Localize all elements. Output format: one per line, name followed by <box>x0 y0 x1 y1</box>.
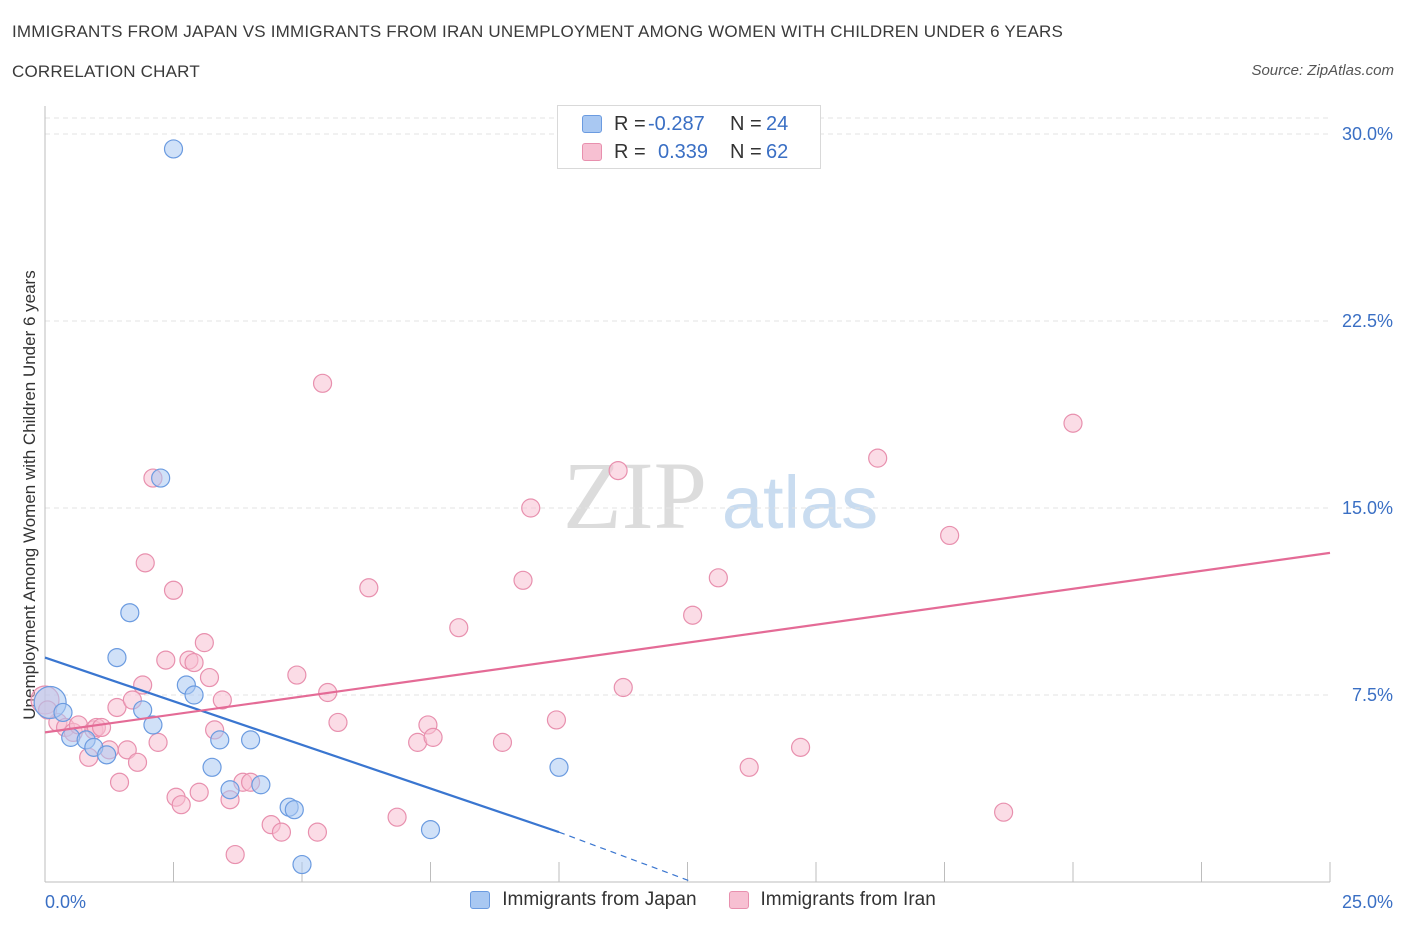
iran-point <box>135 553 155 573</box>
japan-point <box>163 139 184 159</box>
y-tick-label: 15.0% <box>1342 498 1393 518</box>
iran-swatch <box>582 143 602 161</box>
iran-point <box>708 568 728 588</box>
iran-point <box>739 757 759 777</box>
n-value-japan: 24 <box>766 112 789 135</box>
iran-point <box>868 448 888 468</box>
iran-point <box>117 740 137 760</box>
iran-point <box>225 844 245 865</box>
n-label: N = <box>730 140 762 163</box>
japan-point <box>97 745 117 765</box>
iran-point <box>287 665 307 685</box>
japan-swatch <box>582 115 602 133</box>
iran-point <box>423 727 443 747</box>
series-iran <box>30 373 1083 865</box>
series-japan <box>33 139 569 875</box>
iran-point <box>271 822 292 842</box>
iran-point <box>171 795 191 815</box>
japan-point <box>210 730 230 750</box>
japan-point <box>549 757 569 777</box>
iran-point <box>449 618 469 638</box>
iran-point <box>608 461 628 481</box>
iran-point <box>107 697 127 718</box>
stats-legend: R = -0.287 N = 24 R = 0.339 N = 62 <box>557 105 821 169</box>
iran-point <box>194 633 214 653</box>
series-legend: Immigrants from Japan Immigrants from Ir… <box>0 889 1406 911</box>
iran-point <box>199 667 220 688</box>
japan-point <box>184 685 204 705</box>
iran-point <box>328 712 348 733</box>
japan-trendline <box>44 656 560 834</box>
japan-point <box>284 800 304 820</box>
japan-point <box>420 820 441 840</box>
iran-point <box>163 580 184 600</box>
axes <box>44 106 1331 883</box>
iran-point <box>387 807 407 827</box>
iran-point <box>359 578 379 598</box>
iran-point <box>127 752 148 772</box>
japan-trendline-extension <box>558 831 693 883</box>
iran-point <box>189 782 209 802</box>
iran-point <box>91 717 112 738</box>
japan-point <box>107 647 127 668</box>
iran-point <box>521 498 541 518</box>
iran-point <box>790 737 811 757</box>
iran-point <box>212 690 232 710</box>
japan-point <box>143 715 163 735</box>
n-value-iran: 62 <box>766 140 789 163</box>
x-tick-label: 0.0% <box>45 892 86 912</box>
n-label: N = <box>730 112 762 135</box>
iran-point <box>492 732 513 752</box>
r-label: R = <box>614 140 646 163</box>
japan-point <box>151 468 171 488</box>
iran-point <box>312 373 333 393</box>
japan-point <box>120 603 140 623</box>
chart-title: IMMIGRANTS FROM JAPAN VS IMMIGRANTS FROM… <box>12 22 1064 41</box>
x-tick-label: 25.0% <box>1342 892 1393 912</box>
iran-trendline <box>44 551 1331 734</box>
iran-point <box>546 710 567 730</box>
y-tick-label: 30.0% <box>1342 124 1393 144</box>
iran-point <box>683 605 703 625</box>
iran-point <box>513 570 533 590</box>
japan-point <box>220 780 240 800</box>
legend-item-japan[interactable]: Immigrants from Japan <box>470 889 697 911</box>
tick-labels: 7.5% 15.0% 22.5% 30.0% 0.0% 25.0% <box>45 124 1393 912</box>
y-tick-label: 22.5% <box>1342 311 1393 331</box>
r-value-japan: -0.287 <box>648 112 705 135</box>
trendlines <box>44 551 1331 883</box>
iran-point <box>148 732 168 752</box>
japan-legend-swatch <box>470 891 491 909</box>
r-value-iran: 0.339 <box>658 140 709 163</box>
iran-legend-swatch <box>728 891 749 909</box>
chart-subtitle: CORRELATION CHART <box>12 62 200 81</box>
source-label: Source: ZipAtlas.com <box>1251 62 1394 79</box>
stats-row-japan: R = -0.287 N = 24 <box>582 112 788 136</box>
japan-point <box>251 775 271 795</box>
y-tick-label: 7.5% <box>1352 685 1393 705</box>
watermark-zip: ZIP <box>563 442 707 549</box>
iran-point <box>613 677 633 698</box>
legend-item-iran[interactable]: Immigrants from Iran <box>728 889 936 911</box>
legend-label-japan: Immigrants from Japan <box>502 889 697 910</box>
iran-point <box>994 802 1014 822</box>
japan-point <box>202 757 222 777</box>
japan-point <box>292 854 312 875</box>
watermark-atlas: atlas <box>722 461 878 544</box>
iran-point <box>109 772 130 792</box>
r-label: R = <box>614 112 646 135</box>
japan-point <box>241 730 261 750</box>
japan-point <box>53 702 73 723</box>
iran-point <box>940 525 960 546</box>
iran-point <box>307 822 328 842</box>
iran-point <box>1063 413 1083 433</box>
legend-label-iran: Immigrants from Iran <box>760 889 936 910</box>
iran-point <box>156 650 176 670</box>
iran-point <box>184 652 204 673</box>
stats-row-iran: R = 0.339 N = 62 <box>582 140 788 164</box>
